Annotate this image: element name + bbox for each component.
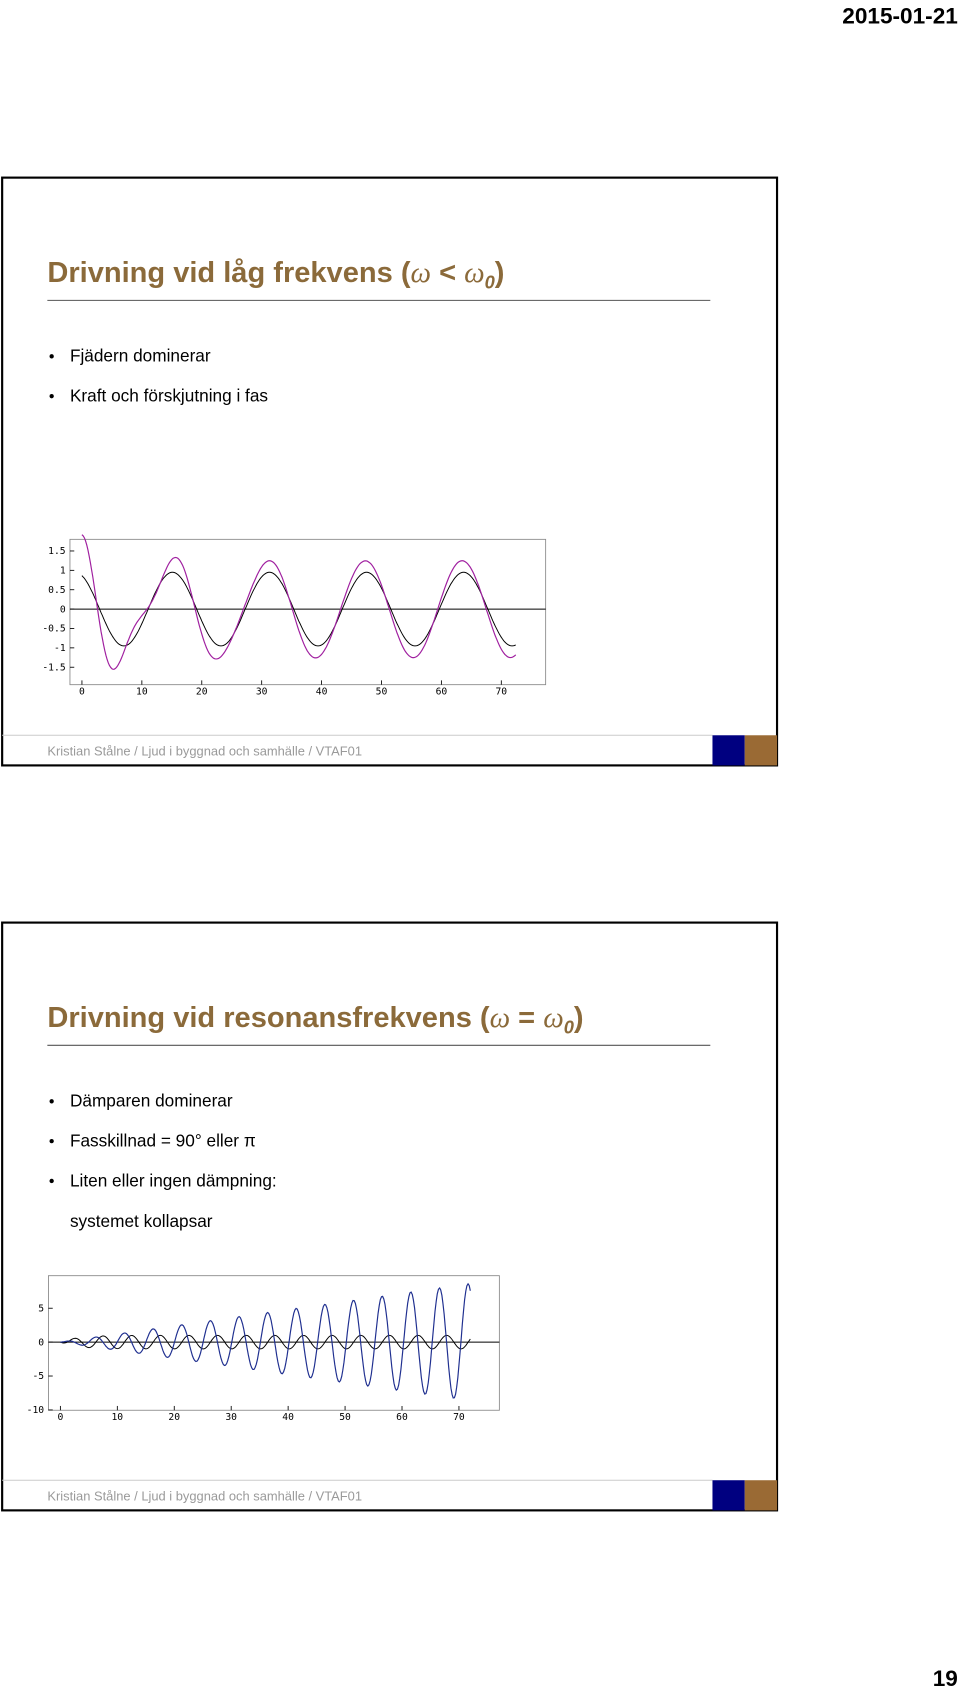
bullet-text: Liten eller ingen dämpning: [70, 1170, 277, 1190]
page-number: 19 [933, 1666, 958, 1688]
y-tick-label: 1.5 [48, 546, 66, 557]
bullet-dot [49, 394, 54, 399]
x-tick-label: 40 [282, 1412, 294, 1423]
footer-block [744, 1480, 778, 1511]
y-tick-label: 0 [38, 1337, 44, 1348]
x-tick-label: 60 [396, 1412, 408, 1423]
x-tick-label: 70 [495, 686, 507, 697]
footer-block [712, 1480, 745, 1511]
x-tick-label: 20 [196, 686, 208, 697]
title-part: ω [464, 257, 485, 289]
bullet-text: Dämparen dominerar [70, 1091, 233, 1111]
slide-title: Drivning vid låg frekvens (ω < ω0) [47, 257, 504, 292]
x-tick-label: 10 [111, 1412, 123, 1423]
y-tick-label: 1 [60, 566, 66, 577]
x-tick-label: 50 [376, 686, 388, 697]
curve [60, 1282, 471, 1399]
title-part: ω [410, 257, 431, 289]
title-part: < [431, 257, 464, 289]
curve [81, 571, 516, 647]
bullet-dot [49, 1178, 54, 1184]
y-tick-label: -0.5 [42, 624, 65, 635]
y-tick-label: 0 [60, 604, 66, 615]
bullet-text: Fasskillnad = 90° eller π [70, 1131, 256, 1151]
footer-text: Kristian Stålne / Ljud i byggnad och sam… [47, 1489, 362, 1504]
y-tick-label: -1.5 [42, 662, 65, 673]
x-tick-label: 0 [79, 686, 85, 697]
title-part: ) [495, 257, 505, 289]
x-tick-label: 10 [136, 686, 148, 697]
x-tick-label: 30 [225, 1412, 237, 1423]
title-part: Drivning vid låg frekvens ( [47, 257, 410, 289]
slide-title: Drivning vid resonansfrekvens (ω = ω0) [47, 1002, 583, 1037]
bullet-dot [49, 354, 54, 359]
bullet-dot [49, 1099, 54, 1104]
y-tick-label: -1 [54, 643, 66, 654]
title-part: = [510, 1002, 543, 1034]
x-tick-label: 30 [256, 686, 268, 697]
y-tick-label: 0.5 [48, 585, 66, 596]
bullet-text: systemet kollapsar [70, 1211, 213, 1231]
title-part: 0 [485, 272, 495, 293]
title-part: ω [543, 1002, 564, 1034]
y-tick-label: 5 [38, 1303, 44, 1314]
footer-text: Kristian Stålne / Ljud i byggnad och sam… [47, 744, 362, 759]
bullet-dot [49, 1138, 54, 1144]
footer-block [744, 735, 778, 766]
title-part: ω [490, 1002, 511, 1034]
x-tick-label: 40 [316, 686, 328, 697]
title-part: ) [574, 1002, 584, 1034]
x-tick-label: 50 [339, 1412, 351, 1423]
curve [81, 534, 517, 670]
x-tick-label: 70 [453, 1412, 465, 1423]
bullet-text: Fjädern dominerar [70, 346, 211, 366]
footer-block [712, 735, 745, 766]
title-part: Drivning vid resonansfrekvens ( [47, 1002, 490, 1034]
y-tick-label: -5 [32, 1371, 44, 1382]
x-tick-label: 60 [436, 686, 448, 697]
date: 2015-01-21 [842, 4, 958, 29]
y-tick-label: -10 [27, 1405, 45, 1416]
slide-frame [1, 921, 779, 1512]
bullet-text: Kraft och förskjutning i fas [70, 386, 268, 406]
plot-frame [69, 538, 547, 686]
title-part: 0 [564, 1016, 574, 1037]
x-tick-label: 0 [57, 1412, 63, 1423]
x-tick-label: 20 [168, 1412, 180, 1423]
